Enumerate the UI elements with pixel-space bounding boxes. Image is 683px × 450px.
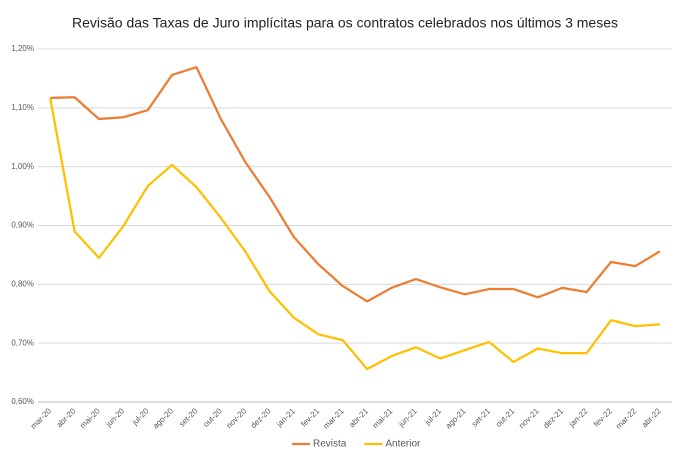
x-tick-label: out-20	[201, 406, 224, 429]
x-tick-label: jul-20	[130, 406, 151, 427]
x-tick-label: mar-20	[29, 406, 54, 431]
x-tick-label: nov-20	[225, 406, 249, 430]
y-tick-label: 0,80%	[11, 279, 34, 288]
x-tick-label: jun-21	[396, 406, 419, 429]
x-tick-label: ago-21	[444, 406, 468, 430]
y-tick-label: 0,90%	[11, 221, 34, 230]
y-tick-label: 0,60%	[11, 397, 34, 406]
x-tick-label: out-21	[494, 406, 517, 429]
x-tick-label: dez-20	[249, 406, 273, 430]
x-tick-label: set-21	[470, 406, 492, 428]
legend-label: Revista	[313, 439, 347, 450]
line-series	[50, 66, 661, 303]
y-tick-label: 1,00%	[11, 162, 34, 171]
chart-title: Revisão das Taxas de Juro implícitas par…	[72, 15, 618, 31]
x-tick-label: mar-21	[321, 406, 346, 431]
x-tick-label: ago-20	[151, 406, 175, 430]
x-tick-label: mar-22	[614, 406, 639, 431]
legend-label: Anterior	[385, 439, 421, 450]
x-tick-label: set-20	[177, 406, 199, 428]
x-tick-label: abr-22	[640, 406, 663, 429]
x-tick-label: abr-21	[347, 406, 370, 429]
x-tick-label: abr-20	[55, 406, 78, 429]
y-tick-label: 0,70%	[11, 338, 34, 347]
x-tick-label: mai-20	[78, 406, 102, 430]
y-tick-label: 1,20%	[11, 44, 34, 53]
line-series	[49, 97, 660, 371]
x-tick-label: jul-21	[422, 406, 443, 427]
x-tick-label: fev-22	[592, 406, 614, 428]
x-tick-label: fev-21	[299, 406, 321, 428]
x-tick-label: dez-21	[542, 406, 566, 430]
y-tick-label: 1,10%	[11, 103, 34, 112]
x-tick-label: mai-21	[371, 406, 395, 430]
x-tick-label: nov-21	[517, 406, 541, 430]
x-tick-label: jan-21	[274, 406, 297, 429]
x-tick-label: jun-20	[103, 406, 126, 429]
x-tick-label: jan-22	[567, 406, 590, 429]
